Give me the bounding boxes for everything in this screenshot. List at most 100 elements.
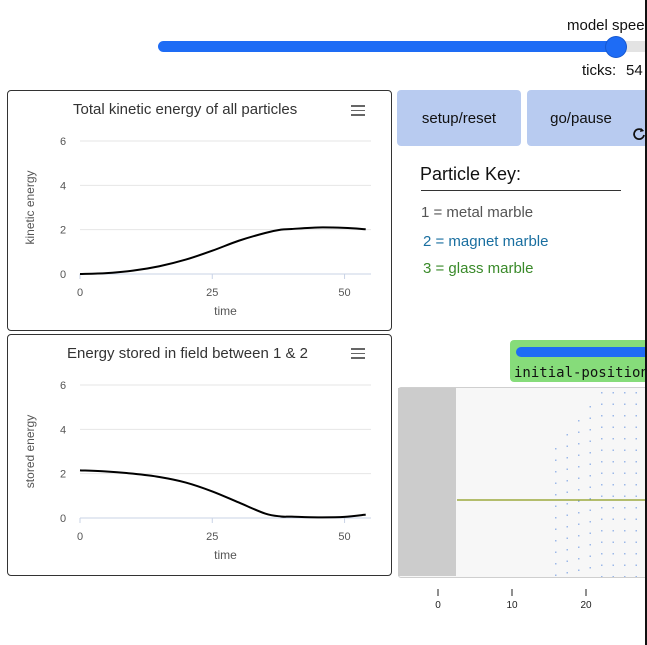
- y-tick-label: 0: [60, 513, 66, 525]
- field-dot: [601, 392, 603, 394]
- field-dot: [624, 495, 626, 497]
- x-tick-label: 0: [77, 531, 83, 543]
- field-dot: [601, 507, 603, 509]
- field-dot: [624, 461, 626, 463]
- field-dot: [566, 480, 568, 482]
- window-edge: [645, 0, 647, 645]
- field-dot: [601, 472, 603, 474]
- setup-reset-label: setup/reset: [421, 109, 497, 127]
- field-dot: [635, 553, 637, 555]
- field-dot: [601, 553, 603, 555]
- field-dot: [624, 541, 626, 543]
- field-dot: [589, 567, 591, 569]
- x-tick-label: 25: [206, 287, 218, 299]
- field-dot: [578, 489, 580, 491]
- world-x-tick-label: 10: [506, 600, 518, 611]
- ticks-label: ticks:: [582, 62, 617, 79]
- field-dot: [555, 551, 557, 553]
- field-dot: [624, 438, 626, 440]
- field-dot: [555, 448, 557, 450]
- field-dot: [589, 406, 591, 408]
- field-dot: [601, 415, 603, 417]
- setup-reset-button[interactable]: setup/reset: [397, 90, 521, 146]
- field-dot: [624, 507, 626, 509]
- field-dot: [635, 461, 637, 463]
- field-dot: [578, 512, 580, 514]
- field-dot: [624, 530, 626, 532]
- field-dot: [589, 429, 591, 431]
- x-tick-label: 50: [338, 287, 350, 299]
- key-item-metal: 1 = metal marble: [421, 204, 534, 221]
- go-pause-label: go/pause: [550, 109, 612, 127]
- stored-energy-plot-title: Energy stored in field between 1 & 2: [67, 345, 308, 362]
- hamburger-icon[interactable]: [351, 105, 365, 116]
- model-speed-slider-handle[interactable]: [606, 37, 626, 57]
- field-dot: [589, 555, 591, 557]
- world-x-tick-label: 20: [580, 600, 592, 611]
- field-dot: [612, 472, 614, 474]
- y-tick-label: 4: [60, 180, 66, 192]
- field-dot: [624, 553, 626, 555]
- field-dots: [457, 392, 647, 577]
- field-dot: [635, 484, 637, 486]
- y-tick-label: 0: [60, 269, 66, 281]
- field-dot: [589, 475, 591, 477]
- field-dot: [589, 440, 591, 442]
- field-dot: [624, 484, 626, 486]
- field-dot: [624, 403, 626, 405]
- field-dot: [566, 549, 568, 551]
- field-dot: [578, 523, 580, 525]
- model-speed-slider-rest[interactable]: [616, 41, 647, 52]
- field-dot: [612, 530, 614, 532]
- hamburger-icon[interactable]: [351, 348, 365, 359]
- field-dot: [612, 426, 614, 428]
- field-dot: [566, 457, 568, 459]
- particle-key-title: Particle Key:: [420, 164, 522, 184]
- field-dot: [624, 576, 626, 577]
- field-dot: [612, 461, 614, 463]
- y-tick-label: 6: [60, 136, 66, 148]
- field-dot: [624, 392, 626, 394]
- y-axis-label: stored energy: [23, 415, 37, 488]
- field-dot: [566, 503, 568, 505]
- field-dot: [635, 530, 637, 532]
- field-dot: [612, 415, 614, 417]
- stored-energy-chart: 0 2 4 6 0 25 50 time stored energy: [23, 380, 371, 562]
- field-dot: [601, 484, 603, 486]
- repeat-icon: [633, 128, 645, 140]
- field-dot: [566, 468, 568, 470]
- y-tick-label: 2: [60, 469, 66, 481]
- field-dot: [612, 564, 614, 566]
- field-dot: [589, 509, 591, 511]
- field-dot: [589, 452, 591, 454]
- field-dot: [578, 546, 580, 548]
- field-dot: [601, 403, 603, 405]
- field-dot: [566, 491, 568, 493]
- field-dot: [555, 574, 557, 576]
- field-dot: [589, 544, 591, 546]
- field-dot: [566, 434, 568, 436]
- field-dot: [578, 443, 580, 445]
- initial-position-slider-track[interactable]: [516, 347, 647, 357]
- field-dot: [578, 500, 580, 502]
- field-dot: [589, 498, 591, 500]
- field-dot: [578, 420, 580, 422]
- field-dot: [612, 449, 614, 451]
- field-dot: [612, 484, 614, 486]
- field-dot: [612, 495, 614, 497]
- world-x-axis: 0 10 20: [435, 589, 592, 611]
- field-dot: [635, 541, 637, 543]
- x-axis-label: time: [214, 304, 237, 318]
- field-dot: [635, 518, 637, 520]
- field-dot: [555, 517, 557, 519]
- field-dot: [578, 477, 580, 479]
- field-dot: [635, 564, 637, 566]
- field-dot: [612, 518, 614, 520]
- field-dot: [635, 495, 637, 497]
- go-pause-button[interactable]: go/pause: [527, 90, 647, 146]
- y-tick-label: 4: [60, 424, 66, 436]
- field-dot: [635, 507, 637, 509]
- model-speed-slider-track[interactable]: [158, 41, 647, 52]
- field-dot: [566, 572, 568, 574]
- field-dot: [601, 426, 603, 428]
